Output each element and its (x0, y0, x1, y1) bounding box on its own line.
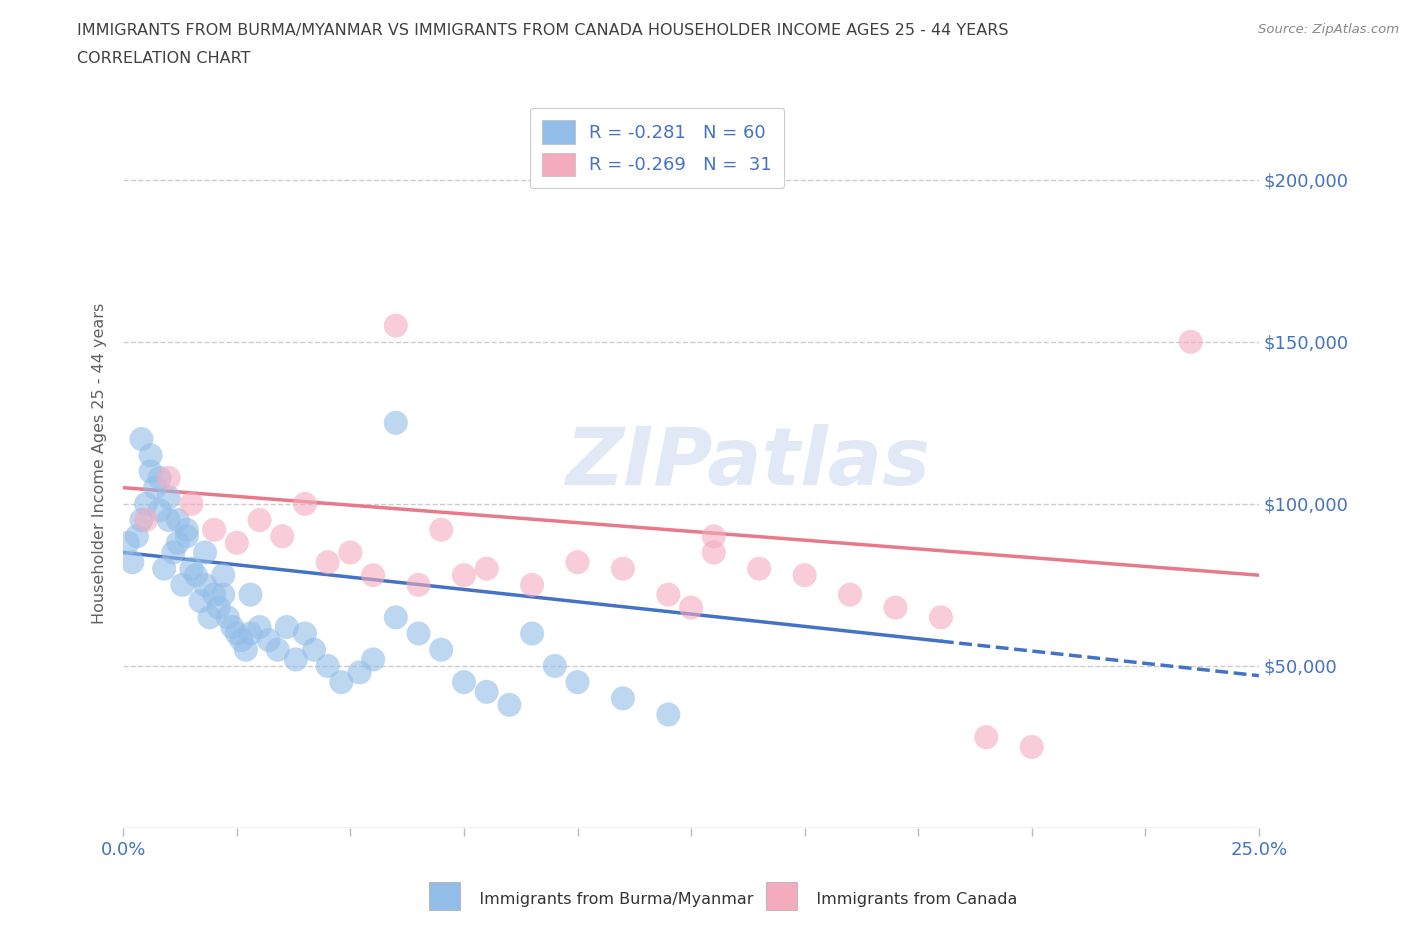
Point (231, 632, 253, 647)
Point (166, 536, 188, 551)
Point (385, 610, 408, 625)
Text: IMMIGRANTS FROM BURMA/MYANMAR VS IMMIGRANTS FROM CANADA HOUSEHOLDER INCOME AGES : IMMIGRANTS FROM BURMA/MYANMAR VS IMMIGRA… (77, 23, 1010, 38)
Point (349, 665, 371, 680)
Point (657, 587, 679, 602)
Point (157, 490, 180, 505)
Point (703, 545, 725, 560)
Point (839, 587, 862, 602)
Point (276, 619, 298, 634)
Point (339, 545, 361, 560)
Text: Source: ZipAtlas.com: Source: ZipAtlas.com (1258, 23, 1399, 36)
Point (361, 652, 384, 667)
Point (217, 610, 239, 625)
Point (316, 658, 339, 673)
Point (294, 497, 316, 512)
Point (208, 600, 231, 615)
Point (567, 555, 589, 570)
Point (176, 523, 198, 538)
Point (567, 674, 589, 689)
Point (135, 512, 157, 527)
Point (153, 562, 176, 577)
Point (149, 471, 172, 485)
Point (520, 626, 543, 641)
Point (202, 523, 225, 538)
Point (302, 643, 325, 658)
Point (131, 432, 153, 446)
Point (316, 555, 339, 570)
Point (212, 587, 235, 602)
Point (271, 529, 294, 544)
Point (974, 730, 997, 745)
Point (612, 562, 634, 577)
Point (453, 674, 475, 689)
Point (249, 619, 271, 634)
Point (157, 512, 180, 527)
Point (793, 567, 815, 582)
Point (884, 600, 907, 615)
Point (131, 512, 153, 527)
Point (408, 578, 430, 592)
Point (498, 698, 520, 712)
Point (430, 523, 453, 538)
Point (284, 652, 307, 667)
Point (249, 512, 271, 527)
Text: Immigrants from Burma/Myanmar: Immigrants from Burma/Myanmar (464, 892, 754, 907)
Point (929, 610, 952, 625)
Point (361, 567, 384, 582)
Text: Immigrants from Canada: Immigrants from Canada (801, 892, 1018, 907)
Text: ZIPatlas: ZIPatlas (565, 424, 931, 502)
Point (703, 529, 725, 544)
Point (1021, 739, 1043, 754)
Point (257, 632, 280, 647)
Point (475, 562, 498, 577)
Point (135, 497, 157, 512)
Point (681, 600, 703, 615)
Point (143, 480, 166, 495)
Point (453, 567, 475, 582)
Point (117, 536, 139, 551)
Point (166, 512, 188, 527)
Point (157, 471, 180, 485)
Point (612, 691, 634, 706)
Point (202, 587, 225, 602)
Point (267, 643, 290, 658)
Point (225, 626, 247, 641)
Point (180, 562, 202, 577)
Point (657, 707, 679, 722)
Point (225, 536, 247, 551)
Point (190, 593, 212, 608)
Point (162, 545, 184, 560)
Point (139, 448, 162, 463)
Point (430, 643, 453, 658)
Point (235, 643, 257, 658)
Point (385, 318, 408, 333)
Point (330, 674, 353, 689)
Y-axis label: Householder Income Ages 25 - 44 years: Householder Income Ages 25 - 44 years (93, 303, 107, 624)
Point (121, 555, 143, 570)
Point (1180, 335, 1202, 350)
Point (198, 610, 221, 625)
Point (194, 578, 217, 592)
Text: CORRELATION CHART: CORRELATION CHART (77, 51, 250, 66)
Legend: R = -0.281   N = 60, R = -0.269   N =  31: R = -0.281 N = 60, R = -0.269 N = 31 (530, 108, 785, 189)
Point (221, 619, 243, 634)
Point (149, 503, 172, 518)
Point (194, 545, 217, 560)
Point (184, 567, 207, 582)
Point (212, 567, 235, 582)
Point (176, 529, 198, 544)
Point (385, 416, 408, 431)
Point (544, 658, 567, 673)
Point (180, 497, 202, 512)
Point (294, 626, 316, 641)
Point (125, 529, 148, 544)
Point (239, 587, 262, 602)
Point (408, 626, 430, 641)
Point (172, 578, 194, 592)
Point (520, 578, 543, 592)
Point (239, 626, 262, 641)
Point (475, 684, 498, 699)
Point (748, 562, 770, 577)
Point (139, 464, 162, 479)
